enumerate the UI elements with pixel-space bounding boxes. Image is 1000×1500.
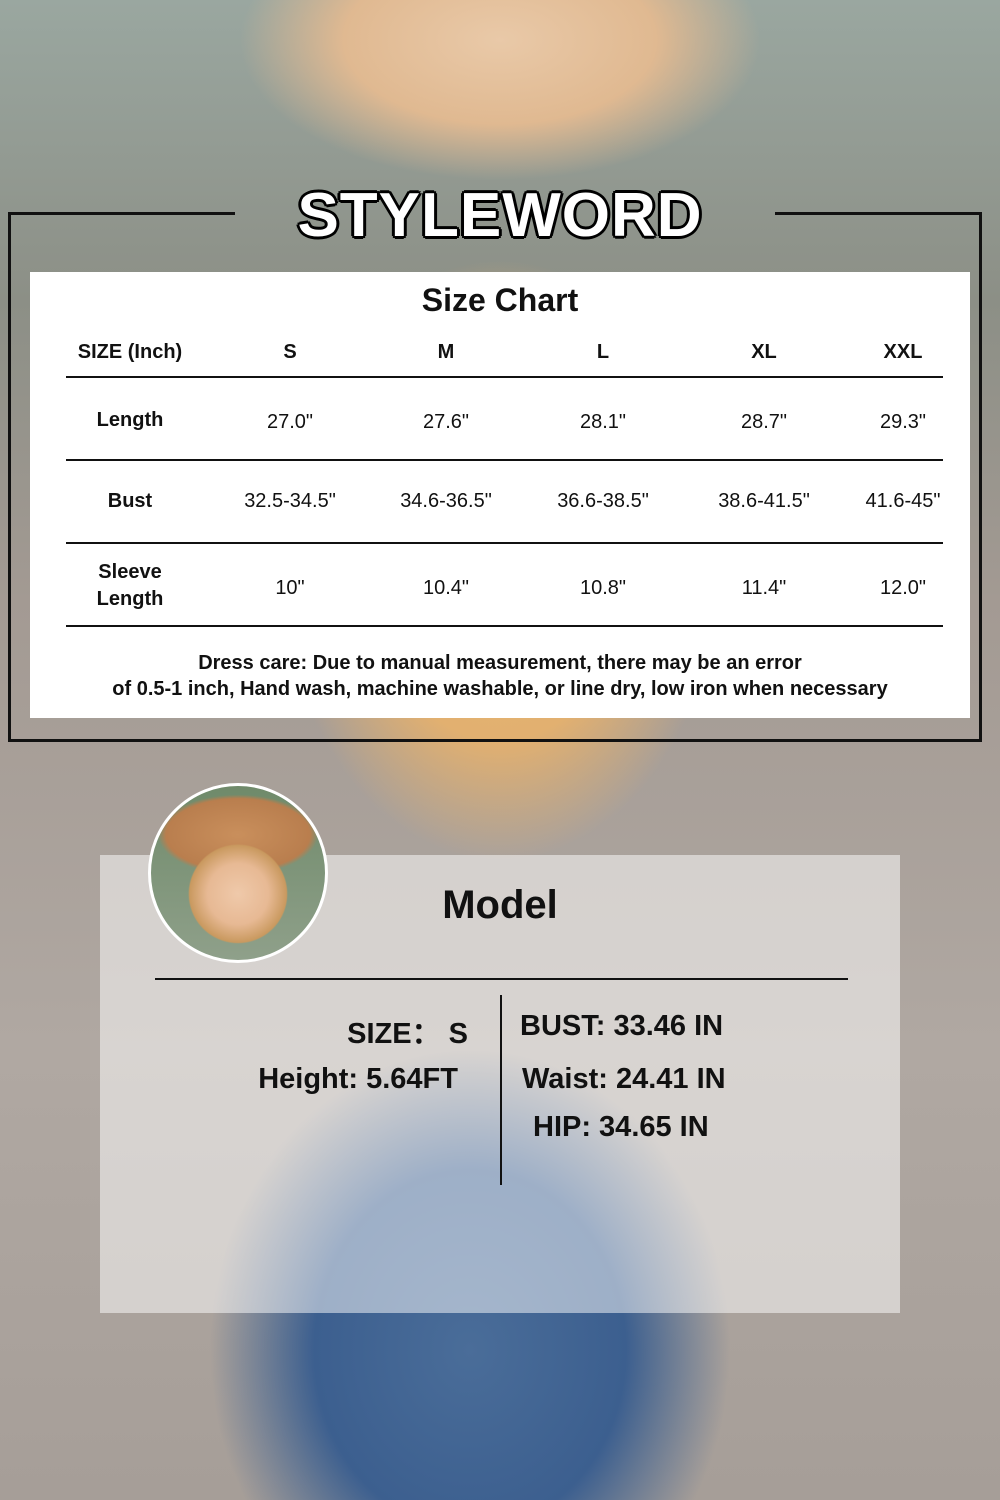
- model-divider: [155, 978, 848, 980]
- model-height: Height: 5.64FT: [258, 1063, 458, 1095]
- table-cell: 28.1": [579, 411, 627, 433]
- row-label: Sleeve: [98, 561, 162, 583]
- table-cell: 29.3": [879, 411, 927, 433]
- table-cell: 36.6-38.5": [557, 490, 649, 512]
- header-cell: XL: [751, 341, 777, 363]
- table-cell: 27.0": [266, 411, 314, 433]
- header-cell: SIZE (Inch): [77, 341, 183, 363]
- model-avatar: [148, 783, 328, 963]
- frame-line: [8, 739, 982, 742]
- size-chart-title: Size Chart: [421, 282, 579, 318]
- frame-line: [775, 212, 982, 215]
- model-hip: HIP: 34.65 IN: [533, 1111, 709, 1143]
- row-label: Length: [96, 588, 164, 610]
- care-line: of 0.5-1 inch, Hand wash, machine washab…: [112, 678, 888, 700]
- table-cell: 27.6": [422, 411, 470, 433]
- table-cell: 10.4": [422, 577, 470, 599]
- model-title: Model: [442, 883, 558, 927]
- table-cell: 38.6-41.5": [718, 490, 810, 512]
- brand-title: STYLEWORD: [297, 181, 703, 250]
- table-cell: 34.6-36.5": [400, 490, 492, 512]
- header-cell: S: [283, 341, 297, 363]
- model-bust: BUST: 33.46 IN: [520, 1010, 724, 1042]
- row-label: Bust: [107, 490, 153, 512]
- model-vertical-divider: [500, 995, 502, 1185]
- row-divider: [66, 542, 943, 544]
- size-chart-panel: [30, 272, 970, 718]
- row-divider: [66, 625, 943, 627]
- care-note: Dress care: Due to manual measurement, t…: [30, 650, 970, 702]
- frame-line: [8, 212, 11, 742]
- row-label: Length: [96, 409, 164, 431]
- frame-line: [979, 212, 982, 742]
- row-divider: [66, 376, 943, 378]
- model-size: SIZE： S: [347, 1018, 468, 1050]
- row-divider: [66, 459, 943, 461]
- header-cell: XXL: [883, 341, 923, 363]
- table-cell: 12.0": [879, 577, 927, 599]
- table-cell: 10.8": [579, 577, 627, 599]
- care-line: Dress care: Due to manual measurement, t…: [198, 652, 802, 674]
- model-waist: Waist: 24.41 IN: [522, 1063, 726, 1095]
- table-cell: 32.5-34.5": [244, 490, 336, 512]
- table-cell: 11.4": [741, 577, 787, 599]
- table-cell: 10": [275, 577, 305, 599]
- frame-line: [8, 212, 235, 215]
- header-cell: M: [437, 341, 455, 363]
- table-cell: 28.7": [740, 411, 788, 433]
- header-cell: L: [596, 341, 610, 363]
- table-cell: 41.6-45": [865, 490, 941, 512]
